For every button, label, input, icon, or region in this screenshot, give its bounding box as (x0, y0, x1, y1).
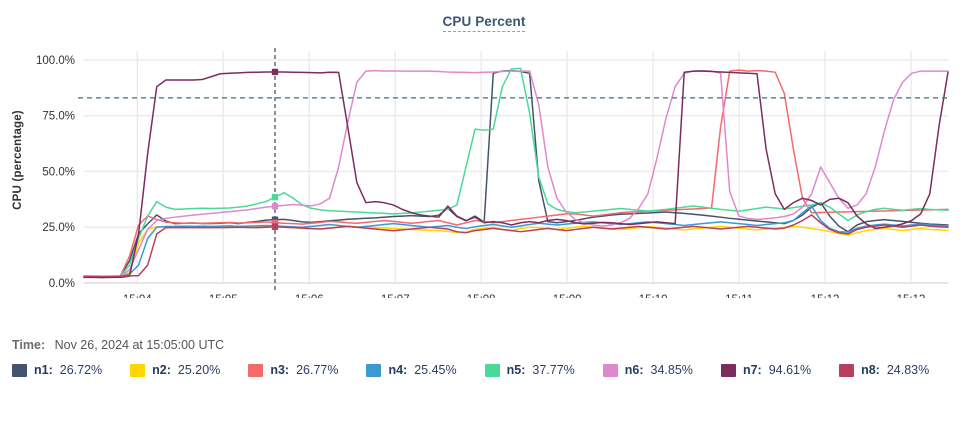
y-tick-label: 75.0% (42, 111, 75, 123)
legend-color-swatch (366, 363, 382, 377)
legend-color-swatch (484, 363, 500, 377)
legend-item[interactable]: n6: 34.85% (602, 363, 693, 377)
cursor-point-marker-n5 (271, 193, 279, 201)
x-tick-label: 15:05 (209, 294, 238, 298)
x-tick-label: 15:09 (553, 294, 582, 298)
x-tick-label: 15:13 (897, 294, 926, 298)
legend-series-value: 26.72% (59, 363, 103, 377)
legend-series-value: 24.83% (886, 363, 930, 377)
legend-series-value: 34.85% (650, 363, 693, 377)
legend-item[interactable]: n3: 26.77% (248, 363, 338, 377)
readout-time-label: Time: (12, 338, 46, 352)
legend-series-name: n1: (34, 363, 53, 377)
x-tick-label: 15:08 (467, 294, 496, 298)
legend-color-swatch (248, 363, 264, 377)
x-tick-label: 15:04 (123, 294, 152, 298)
legend-item[interactable]: n5: 37.77% (484, 363, 575, 377)
legend-series-name: n7: (742, 363, 762, 377)
x-tick-label: 15:11 (725, 294, 753, 298)
legend-series-value: 26.77% (296, 363, 339, 377)
legend-series-name: n3: (270, 363, 290, 377)
legend-item[interactable]: n4: 25.45% (366, 363, 457, 377)
x-tick-label: 15:06 (295, 294, 324, 298)
legend-item[interactable]: n8: 24.83% (839, 363, 929, 377)
series-line-n8 (83, 214, 949, 278)
legend-series-name: n4: (388, 363, 408, 377)
legend: n1: 26.72% n2: 25.20% n3: 26.77% n4: 25.45% n5: 3… (12, 363, 968, 386)
x-tick-label: 15:07 (381, 294, 410, 298)
readout-time-value: Nov 26, 2024 at 15:05:00 UTC (54, 338, 225, 352)
cursor-point-marker-n6 (271, 203, 279, 210)
y-tick-label: 25.0% (42, 222, 75, 234)
legend-item[interactable]: n2: 25.20% (130, 363, 220, 377)
y-tick-label: 0.0% (49, 278, 75, 290)
legend-item[interactable]: n7: 94.61% (720, 363, 812, 377)
legend-color-swatch (839, 363, 855, 377)
readout-time-row: Time: Nov 26, 2024 at 15:05:00 UTC (12, 338, 968, 352)
chart-svg: 0.0% 25.0% 50.0% 75.0% 100.0% 15:04 15:05 15:06… (36, 48, 949, 298)
series-line-n7 (83, 70, 949, 279)
legend-color-swatch (130, 363, 146, 377)
series-line-n6 (83, 69, 949, 278)
series-line-n4 (83, 205, 949, 278)
cursor-point-marker-n7 (271, 68, 279, 76)
x-tick-label: 15:12 (811, 294, 840, 298)
y-axis-title: CPU (percentage) (12, 110, 24, 210)
legend-series-value: 37.77% (532, 363, 575, 377)
page-title: CPU Percent (0, 14, 968, 32)
y-tick-label: 100.0% (36, 55, 75, 67)
legend-series-value: 25.20% (177, 363, 221, 377)
legend-color-swatch (12, 363, 27, 377)
series-line-n2 (83, 225, 949, 278)
legend-series-name: n6: (624, 363, 644, 377)
series-line-n3 (83, 69, 949, 278)
y-tick-label: 50.0% (42, 166, 75, 178)
legend-item[interactable]: n1: 26.72% (12, 363, 102, 377)
legend-color-swatch (602, 363, 618, 377)
legend-series-name: n2: (152, 363, 171, 377)
chart-title-text: CPU Percent (442, 14, 526, 32)
x-tick-label: 15:10 (639, 294, 668, 298)
legend-series-name: n8: (861, 363, 880, 377)
chart-readout: Time: Nov 26, 2024 at 15:05:00 UTC n1: 26… (12, 338, 968, 386)
legend-color-swatch (720, 363, 736, 377)
legend-series-name: n5: (506, 363, 526, 377)
legend-series-value: 94.61% (768, 363, 812, 377)
legend-series-value: 25.45% (414, 363, 457, 377)
chart-plot-area[interactable]: 0.0% 25.0% 50.0% 75.0% 100.0% 15:04 15:05 15:06… (0, 36, 968, 298)
cursor-point-marker-n8 (271, 223, 279, 230)
